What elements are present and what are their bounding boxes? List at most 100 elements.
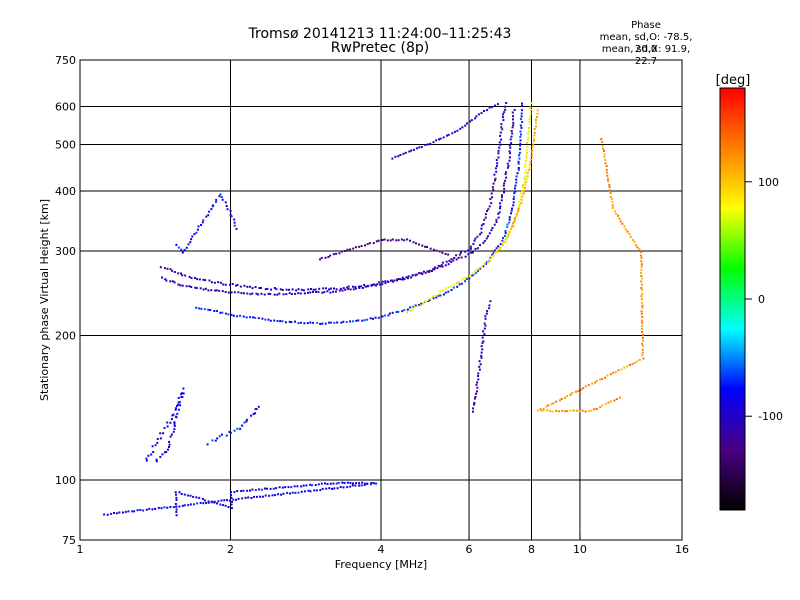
data-point <box>504 230 507 232</box>
data-point <box>175 243 178 246</box>
data-point <box>420 146 423 148</box>
data-point <box>280 493 283 496</box>
data-point <box>330 321 333 324</box>
data-point <box>321 322 324 325</box>
data-point <box>218 195 221 198</box>
data-point <box>478 368 481 371</box>
data-point <box>511 207 513 210</box>
data-point <box>641 354 644 357</box>
data-point <box>508 232 510 235</box>
data-point <box>640 280 643 283</box>
data-point <box>404 151 407 154</box>
data-point <box>159 432 162 435</box>
data-point <box>517 207 520 210</box>
data-point <box>640 301 643 304</box>
data-point <box>514 190 517 193</box>
data-point <box>344 288 347 291</box>
data-point <box>175 514 178 517</box>
data-point <box>349 248 352 251</box>
data-point <box>237 497 240 500</box>
data-point <box>290 293 293 295</box>
data-point <box>239 314 242 317</box>
colorbar-tick-label: -100 <box>758 410 783 423</box>
data-point <box>354 484 357 487</box>
data-point <box>533 137 536 140</box>
data-point <box>566 410 569 412</box>
data-point <box>175 496 178 499</box>
data-point <box>580 388 583 391</box>
data-point <box>530 158 533 161</box>
data-point <box>604 158 607 161</box>
data-point <box>159 437 162 440</box>
data-point <box>588 410 591 412</box>
data-point <box>418 146 421 149</box>
data-point <box>205 501 208 504</box>
data-point <box>517 160 520 163</box>
data-point <box>536 109 539 112</box>
data-point <box>377 316 380 319</box>
data-point <box>173 281 176 284</box>
data-point <box>178 401 181 404</box>
data-point <box>460 256 463 259</box>
data-point <box>476 247 479 250</box>
data-point <box>229 213 232 216</box>
data-point <box>233 291 236 294</box>
data-point <box>497 156 500 159</box>
data-point <box>509 138 512 141</box>
data-point <box>444 264 447 267</box>
data-point <box>207 308 210 311</box>
data-point <box>201 497 204 500</box>
data-point <box>264 494 267 497</box>
data-point <box>469 247 472 250</box>
data-point <box>497 152 500 155</box>
data-point <box>640 287 643 289</box>
data-point <box>480 227 483 230</box>
data-point <box>211 439 214 442</box>
data-point <box>518 201 520 203</box>
data-point <box>505 238 508 241</box>
data-point <box>499 205 502 208</box>
data-point <box>508 230 511 233</box>
data-point <box>466 122 468 125</box>
data-point <box>642 357 645 360</box>
data-point <box>529 112 532 115</box>
data-point <box>641 342 643 345</box>
data-point <box>458 283 461 286</box>
data-point <box>150 453 153 456</box>
data-point <box>518 151 521 154</box>
data-point <box>426 143 429 146</box>
data-point <box>184 274 187 277</box>
data-point <box>224 291 227 293</box>
colorbar-label: [deg] <box>716 73 751 88</box>
data-point <box>196 502 199 505</box>
data-point <box>575 409 578 412</box>
data-point <box>276 293 279 296</box>
data-point <box>501 243 504 246</box>
data-point <box>605 165 608 167</box>
data-point <box>493 173 496 176</box>
data-point <box>518 204 521 207</box>
data-point <box>641 315 644 318</box>
data-point <box>338 289 341 292</box>
data-point <box>195 287 198 290</box>
data-point <box>235 284 238 287</box>
data-point <box>529 115 532 118</box>
data-point <box>482 223 485 225</box>
data-point <box>411 274 414 277</box>
data-point <box>163 506 166 509</box>
data-point <box>384 282 387 284</box>
data-point <box>437 264 440 267</box>
data-point <box>230 507 233 510</box>
data-point <box>154 444 157 447</box>
data-point <box>294 491 297 494</box>
data-point <box>346 481 349 484</box>
data-point <box>342 320 345 323</box>
data-point <box>492 254 495 257</box>
data-point <box>479 244 481 247</box>
x-ticks: 1 2 4 6 8 10 16 <box>77 534 689 556</box>
data-point <box>189 503 192 506</box>
data-point <box>595 407 598 410</box>
data-point <box>572 409 575 412</box>
data-point <box>558 410 561 413</box>
data-point <box>386 239 389 242</box>
